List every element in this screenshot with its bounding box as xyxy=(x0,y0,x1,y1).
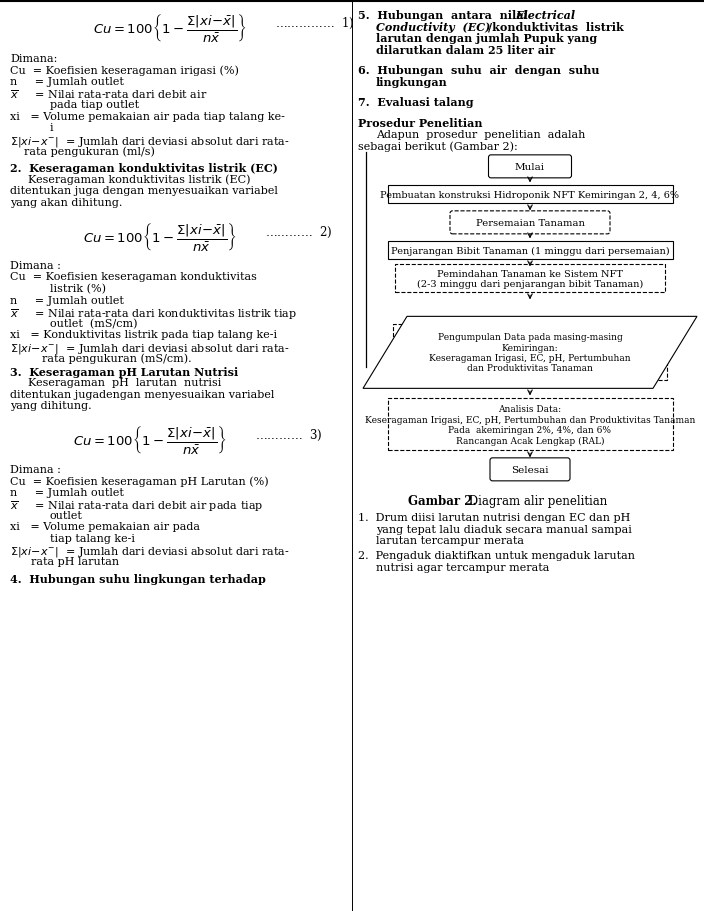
Text: outlet  (mS/cm): outlet (mS/cm) xyxy=(50,318,137,329)
Text: Pengumpulan Data pada masing-masing
Kemiringan:
Keseragaman Irigasi, EC, pH, Per: Pengumpulan Data pada masing-masing Kemi… xyxy=(429,333,631,373)
FancyBboxPatch shape xyxy=(489,156,572,179)
Polygon shape xyxy=(363,317,697,389)
Text: Pembuatan konstruksi Hidroponik NFT Kemiringan 2, 4, 6%: Pembuatan konstruksi Hidroponik NFT Kemi… xyxy=(380,190,679,200)
Text: tiap talang ke-i: tiap talang ke-i xyxy=(50,533,135,543)
Text: $Cu = 100 \left\{1 - \dfrac{\Sigma|xi\!-\!\bar{x}|}{n\bar{x}}\right\}$: $Cu = 100 \left\{1 - \dfrac{\Sigma|xi\!-… xyxy=(73,424,227,456)
Text: $\Sigma|xi\!-\!x^{-}|$  = Jumlah dari deviasi absolut dari rata-: $\Sigma|xi\!-\!x^{-}|$ = Jumlah dari dev… xyxy=(10,341,289,355)
Bar xyxy=(387,242,672,260)
Text: 4.  Hubungan suhu lingkungan terhadap: 4. Hubungan suhu lingkungan terhadap xyxy=(10,573,266,584)
Text: 1.  Drum diisi larutan nutrisi dengan EC dan pH: 1. Drum diisi larutan nutrisi dengan EC … xyxy=(358,513,630,523)
Text: 2.  Pengaduk diaktifkan untuk mengaduk larutan: 2. Pengaduk diaktifkan untuk mengaduk la… xyxy=(358,550,635,560)
Text: Diagram alir penelitian: Diagram alir penelitian xyxy=(465,495,608,507)
Text: $\overline{x}$     = Nilai rata-rata dari debit air: $\overline{x}$ = Nilai rata-rata dari de… xyxy=(10,88,208,101)
Text: larutan tercampur merata: larutan tercampur merata xyxy=(376,536,524,546)
Text: Keseragaman konduktivitas listrik (EC): Keseragaman konduktivitas listrik (EC) xyxy=(28,175,251,185)
Text: 7.  Evaluasi talang: 7. Evaluasi talang xyxy=(358,97,474,108)
Text: lingkungan: lingkungan xyxy=(376,77,448,87)
Text: Electrical: Electrical xyxy=(515,10,575,21)
Text: $Cu = 100 \left\{1 - \dfrac{\Sigma|xi\!-\!\bar{x}|}{n\bar{x}}\right\}$: $Cu = 100 \left\{1 - \dfrac{\Sigma|xi\!-… xyxy=(83,220,237,252)
Text: ditentukan jugadengan menyesuaikan variabel: ditentukan jugadengan menyesuaikan varia… xyxy=(10,389,275,399)
Text: /konduktivitas  listrik: /konduktivitas listrik xyxy=(488,22,624,33)
Text: Selesai: Selesai xyxy=(511,466,548,475)
Text: Gambar 2.: Gambar 2. xyxy=(408,495,477,507)
Text: Cu  = Koefisien keseragaman pH Larutan (%): Cu = Koefisien keseragaman pH Larutan (%… xyxy=(10,476,269,486)
Text: Dimana:: Dimana: xyxy=(10,54,57,64)
Text: Prosedur Penelitian: Prosedur Penelitian xyxy=(358,118,482,129)
Text: ditentukan juga dengan menyesuaikan variabel: ditentukan juga dengan menyesuaikan vari… xyxy=(10,186,278,196)
Text: n     = Jumlah outlet: n = Jumlah outlet xyxy=(10,487,124,497)
Text: $\ldots\ldots\ldots\ldots\ldots$  1): $\ldots\ldots\ldots\ldots\ldots$ 1) xyxy=(275,16,354,31)
FancyBboxPatch shape xyxy=(490,458,570,481)
Bar xyxy=(387,186,672,204)
Text: Mulai: Mulai xyxy=(515,163,545,171)
Text: n     = Jumlah outlet: n = Jumlah outlet xyxy=(10,77,124,87)
Text: xi   = Volume pemakaian air pada: xi = Volume pemakaian air pada xyxy=(10,521,200,531)
Text: Pemindahan Tanaman ke Sistem NFT
(2-3 minggu dari penjarangan bibit Tanaman): Pemindahan Tanaman ke Sistem NFT (2-3 mi… xyxy=(417,270,643,289)
Text: rata pengukuran (ml/s): rata pengukuran (ml/s) xyxy=(10,146,155,157)
Text: nutrisi agar tercampur merata: nutrisi agar tercampur merata xyxy=(376,562,549,572)
Text: n     = Jumlah outlet: n = Jumlah outlet xyxy=(10,295,124,305)
Bar xyxy=(395,265,665,293)
Text: Adapun  prosedur  penelitian  adalah: Adapun prosedur penelitian adalah xyxy=(376,129,585,139)
Text: Keseragaman  pH  larutan  nutrisi: Keseragaman pH larutan nutrisi xyxy=(28,378,221,388)
Text: yang akan dihitung.: yang akan dihitung. xyxy=(10,198,122,208)
Text: Dimana :: Dimana : xyxy=(10,464,61,474)
Text: i: i xyxy=(50,123,54,133)
Text: outlet: outlet xyxy=(50,510,83,520)
Text: xi   = Volume pemakaian air pada tiap talang ke-: xi = Volume pemakaian air pada tiap tala… xyxy=(10,111,285,121)
Text: Persemaian Tanaman: Persemaian Tanaman xyxy=(475,219,584,228)
Text: yang dihitung.: yang dihitung. xyxy=(10,401,92,411)
Text: Analisis Data:
Keseragaman Irigasi, EC, pH, Pertumbuhan dan Produktivitas Tanama: Analisis Data: Keseragaman Irigasi, EC, … xyxy=(365,404,695,445)
Text: Cu  = Koefisien keseragaman irigasi (%): Cu = Koefisien keseragaman irigasi (%) xyxy=(10,66,239,76)
Text: 5.  Hubungan  antara  nilai: 5. Hubungan antara nilai xyxy=(358,10,532,21)
Text: Conductivity  (EC): Conductivity (EC) xyxy=(376,22,491,33)
Text: listrik (%): listrik (%) xyxy=(50,283,106,294)
Bar xyxy=(387,399,672,451)
Text: dilarutkan dalam 25 liter air: dilarutkan dalam 25 liter air xyxy=(376,45,555,56)
Text: Cu  = Koefisien keseragaman konduktivitas: Cu = Koefisien keseragaman konduktivitas xyxy=(10,272,257,282)
Text: xi   = Konduktivitas listrik pada tiap talang ke-i: xi = Konduktivitas listrik pada tiap tal… xyxy=(10,330,277,340)
Bar xyxy=(393,325,667,381)
Text: $\ldots\ldots\ldots\ldots$  2): $\ldots\ldots\ldots\ldots$ 2) xyxy=(265,224,333,240)
Text: $\Sigma|xi\!-\!x^{-}|$  = Jumlah dari deviasi absolut dari rata-: $\Sigma|xi\!-\!x^{-}|$ = Jumlah dari dev… xyxy=(10,134,289,148)
Text: Penjarangan Bibit Tanaman (1 minggu dari persemaian): Penjarangan Bibit Tanaman (1 minggu dari… xyxy=(391,247,670,256)
Text: yang tepat lalu diaduk secara manual sampai: yang tepat lalu diaduk secara manual sam… xyxy=(376,524,632,534)
Text: rata pH larutan: rata pH larutan xyxy=(10,556,119,566)
Text: $\ldots\ldots\ldots\ldots$  3): $\ldots\ldots\ldots\ldots$ 3) xyxy=(255,428,322,443)
Text: pada tiap outlet: pada tiap outlet xyxy=(50,100,139,110)
FancyBboxPatch shape xyxy=(450,211,610,235)
Text: 3.  Keseragaman pH Larutan Nutrisi: 3. Keseragaman pH Larutan Nutrisi xyxy=(10,366,238,377)
Text: $\Sigma|xi\!-\!x^{-}|$  = Jumlah dari deviasi absolut dari rata-: $\Sigma|xi\!-\!x^{-}|$ = Jumlah dari dev… xyxy=(10,545,289,558)
Text: sebagai berikut (Gambar 2):: sebagai berikut (Gambar 2): xyxy=(358,141,517,151)
Text: rata pengukuran (mS/cm).: rata pengukuran (mS/cm). xyxy=(28,353,191,363)
Text: $\overline{x}$     = Nilai rata-rata dari debit air pada tiap: $\overline{x}$ = Nilai rata-rata dari de… xyxy=(10,498,263,513)
Text: $Cu = 100 \left\{1 - \dfrac{\Sigma|xi\!-\!\bar{x}|}{n\bar{x}}\right\}$: $Cu = 100 \left\{1 - \dfrac{\Sigma|xi\!-… xyxy=(93,12,247,44)
Text: 6.  Hubungan  suhu  air  dengan  suhu: 6. Hubungan suhu air dengan suhu xyxy=(358,65,600,77)
Text: larutan dengan jumlah Pupuk yang: larutan dengan jumlah Pupuk yang xyxy=(376,33,597,44)
Text: Dimana :: Dimana : xyxy=(10,261,61,271)
Text: $\overline{x}$     = Nilai rata-rata dari konduktivitas listrik tiap: $\overline{x}$ = Nilai rata-rata dari ko… xyxy=(10,307,297,322)
Text: 2.  Keseragaman konduktivitas listrik (EC): 2. Keseragaman konduktivitas listrik (EC… xyxy=(10,163,278,174)
